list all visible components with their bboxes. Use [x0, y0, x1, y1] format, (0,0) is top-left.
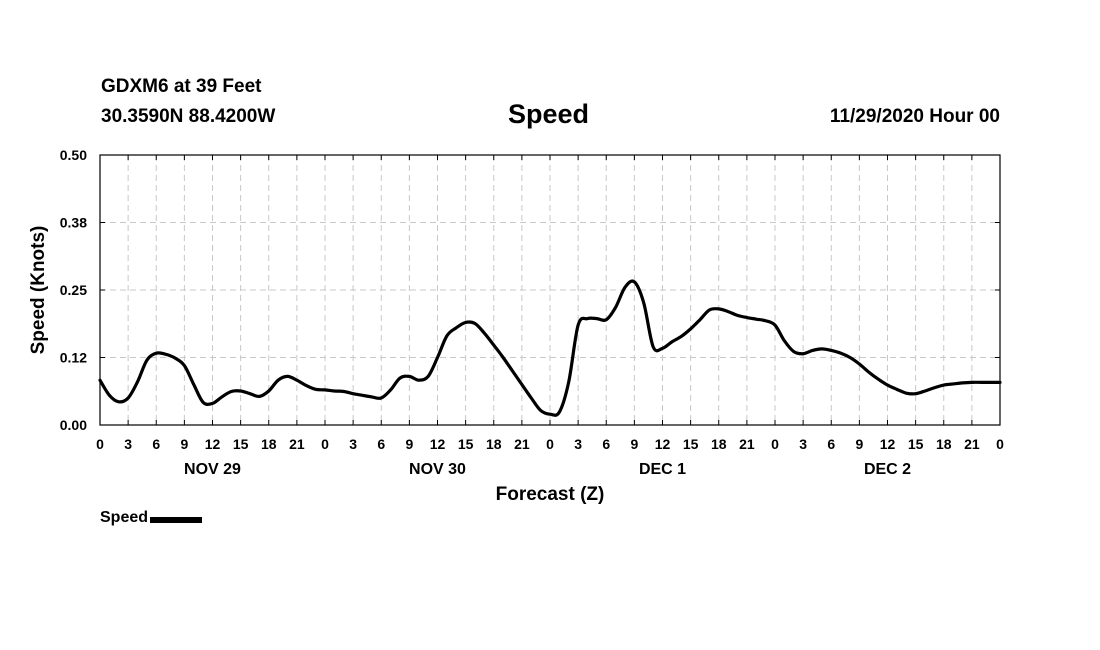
x-tick-label: 12 — [430, 436, 446, 452]
y-tick-label: 0.25 — [60, 282, 87, 298]
x-tick-label: 12 — [880, 436, 896, 452]
x-tick-label: 6 — [152, 436, 160, 452]
x-tick-label: 21 — [964, 436, 980, 452]
x-tick-label: 15 — [233, 436, 249, 452]
forecast-run-time: 11/29/2020 Hour 00 — [829, 106, 1000, 127]
x-tick-label: 6 — [827, 436, 835, 452]
y-axis-title: Speed (Knots) — [28, 226, 49, 355]
x-tick-label: 3 — [799, 436, 807, 452]
x-tick-label: 0 — [321, 436, 329, 452]
coordinates-label: 30.3590N 88.4200W — [101, 106, 276, 127]
x-tick-label: 18 — [486, 436, 502, 452]
x-tick-label: 9 — [855, 436, 863, 452]
x-tick-label: 6 — [377, 436, 385, 452]
x-tick-label: 6 — [602, 436, 610, 452]
y-tick-label: 0.12 — [60, 350, 87, 366]
x-tick-label: 15 — [683, 436, 699, 452]
legend-line-swatch — [150, 516, 203, 523]
station-label: GDXM6 at 39 Feet — [101, 76, 262, 97]
x-tick-label: 18 — [936, 436, 952, 452]
day-label: NOV 30 — [409, 461, 466, 478]
x-tick-label: 0 — [771, 436, 779, 452]
x-tick-label: 21 — [514, 436, 530, 452]
x-tick-label: 3 — [349, 436, 357, 452]
x-tick-label: 0 — [546, 436, 554, 452]
chart-title: Speed — [508, 99, 590, 129]
x-tick-label: 21 — [289, 436, 305, 452]
x-tick-label: 15 — [458, 436, 474, 452]
x-tick-label: 12 — [205, 436, 221, 452]
series-line-speed — [98, 279, 1002, 417]
x-tick-label: 0 — [996, 436, 1004, 452]
x-tick-label: 12 — [655, 436, 671, 452]
x-tick-label: 0 — [96, 436, 104, 452]
y-tick-label: 0.50 — [60, 147, 87, 163]
x-tick-label: 9 — [630, 436, 638, 452]
legend-label: Speed — [100, 509, 149, 526]
x-tick-label: 3 — [124, 436, 132, 452]
x-tick-label: 9 — [180, 436, 188, 452]
day-label: NOV 29 — [184, 461, 241, 478]
day-label: DEC 1 — [639, 461, 686, 478]
x-tick-label: 18 — [261, 436, 277, 452]
legend: Speed — [100, 509, 203, 527]
x-axis-title: Forecast (Z) — [496, 484, 605, 505]
day-label: DEC 2 — [864, 461, 911, 478]
x-tick-label: 9 — [405, 436, 413, 452]
y-tick-label: 0.38 — [60, 215, 87, 231]
x-tick-label: 3 — [574, 436, 582, 452]
x-tick-label: 15 — [908, 436, 924, 452]
x-tick-label: 21 — [739, 436, 755, 452]
y-tick-label: 0.00 — [60, 417, 87, 433]
x-tick-label: 18 — [711, 436, 727, 452]
